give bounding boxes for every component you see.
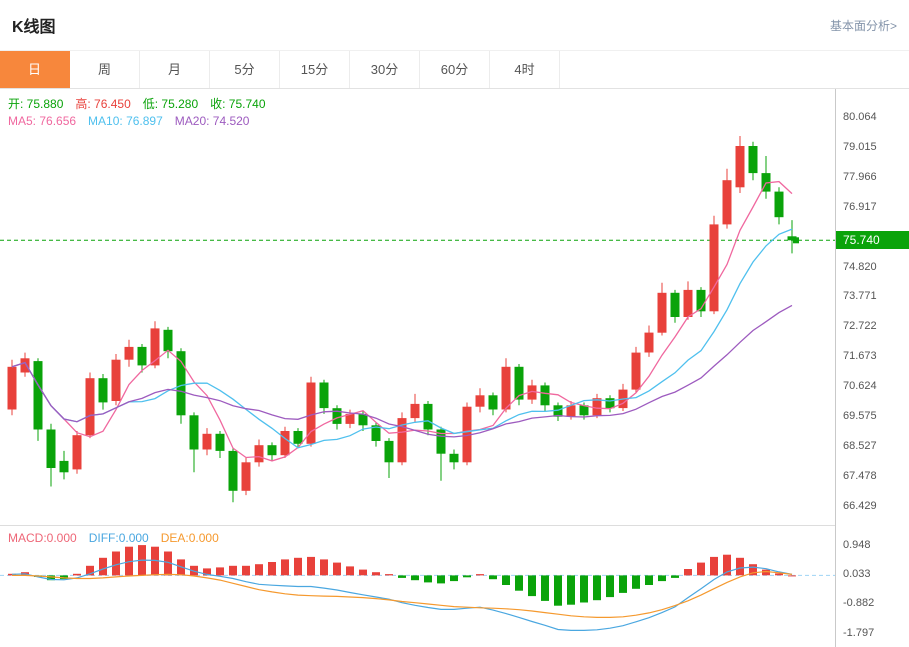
- y-axis-label: 70.624: [843, 380, 877, 392]
- y-axis-label: 67.478: [843, 470, 877, 482]
- fundamental-analysis-link[interactable]: 基本面分析>: [829, 18, 897, 33]
- tab-month[interactable]: 月: [140, 51, 210, 88]
- info-close: 收: 75.740: [210, 97, 266, 111]
- y-axis-label: 73.771: [843, 290, 877, 302]
- y-axis-label: -1.797: [843, 627, 875, 639]
- y-axis-label: 71.673: [843, 350, 877, 362]
- ma20-line: [11, 304, 793, 438]
- y-axis-label: 66.429: [843, 500, 877, 512]
- dea-line: [12, 570, 793, 619]
- info-macd: MACD:0.000: [8, 531, 77, 545]
- tab-5min[interactable]: 5分: [210, 51, 280, 88]
- y-axis-label: 72.722: [843, 320, 877, 332]
- macd-histogram: [8, 545, 796, 606]
- tab-15min[interactable]: 15分: [280, 51, 350, 88]
- y-axis-label: 74.820: [843, 261, 877, 273]
- current-price-tag: 75.740: [836, 231, 909, 250]
- ohlc-info: 开: 75.880 高: 76.450 低: 75.280 收: 75.740: [8, 95, 266, 112]
- y-axis-label: 69.575: [843, 410, 877, 422]
- ma5-line: [11, 180, 793, 462]
- y-axis-label: 79.015: [843, 141, 877, 153]
- info-ma10: MA10: 76.897: [88, 114, 163, 128]
- y-axis-label: 77.966: [843, 171, 877, 183]
- macd-info: MACD:0.000 DIFF:0.000 DEA:0.000: [8, 531, 219, 545]
- tab-30min[interactable]: 30分: [350, 51, 420, 88]
- info-ma5: MA5: 76.656: [8, 114, 77, 128]
- ma10-line: [11, 228, 793, 449]
- tab-bar: 日周月 5分 15分 30分 60分 4时: [0, 50, 909, 89]
- tab-day[interactable]: 日: [0, 51, 70, 88]
- info-diff: DIFF:0.000: [88, 531, 149, 545]
- candles: [7, 136, 797, 503]
- candlestick-chart[interactable]: [0, 89, 835, 525]
- y-axis-label: 76.917: [843, 201, 877, 213]
- y-axis-label: -0.882: [843, 597, 875, 609]
- tab-week[interactable]: 周: [70, 51, 140, 88]
- pane-divider: [0, 525, 909, 526]
- chart-area: 开: 75.880 高: 76.450 低: 75.280 收: 75.740 MA5…: [0, 89, 909, 647]
- ma-info: MA5: 76.656 MA10: 76.897 MA20: 74.520: [8, 114, 249, 128]
- y-axis-label: 0.033: [843, 568, 871, 580]
- info-dea: DEA:0.000: [160, 531, 219, 545]
- page-title: K线图: [12, 19, 56, 36]
- diff-line: [11, 559, 793, 632]
- info-high: 高: 76.450: [75, 97, 131, 111]
- tab-4hour[interactable]: 4时: [490, 51, 560, 88]
- page-header: K线图 基本面分析>: [0, 0, 909, 50]
- info-open: 开: 75.880: [8, 97, 64, 111]
- macd-chart[interactable]: [0, 526, 835, 647]
- tab-60min[interactable]: 60分: [420, 51, 490, 88]
- y-axis-label: 68.527: [843, 440, 877, 452]
- y-axis-label: 0.948: [843, 539, 871, 551]
- current-price-dot: [793, 237, 799, 244]
- y-axis-label: 80.064: [843, 111, 877, 123]
- price-axis: 75.740 80.064 79.015 77.966 76.917 74.820 73.…: [835, 89, 909, 647]
- info-low: 低: 75.280: [142, 97, 199, 111]
- info-ma20: MA20: 74.520: [174, 114, 250, 128]
